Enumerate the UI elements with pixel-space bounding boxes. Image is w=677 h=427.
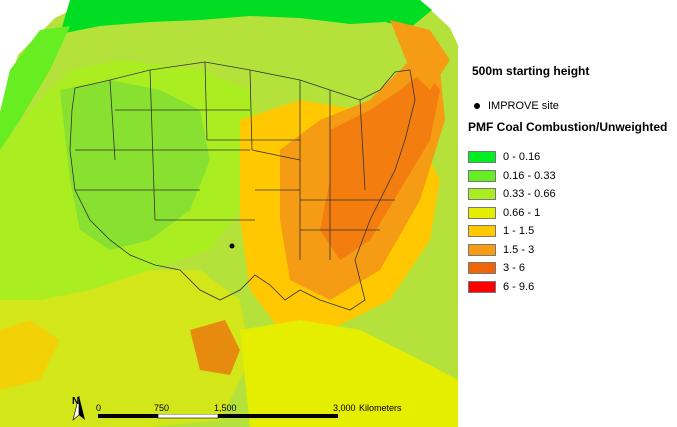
- legend-swatch: [468, 169, 496, 182]
- region-southwest: [0, 270, 250, 427]
- legend-site-entry: IMPROVE site: [474, 100, 559, 112]
- legend-swatch: [468, 243, 496, 256]
- legend-swatch: [468, 206, 496, 219]
- legend-title: PMF Coal Combustion/Unweighted: [468, 120, 668, 134]
- legend-class: 6 - 9.6: [468, 278, 556, 297]
- region-mountain: [60, 80, 210, 250]
- site-dot-icon: [474, 103, 480, 109]
- legend-swatch: [468, 151, 496, 164]
- legend-class-label: 0.16 - 0.33: [503, 169, 556, 182]
- legend-subtitle: 500m starting height: [472, 64, 590, 78]
- legend-class: 0.66 - 1: [468, 204, 556, 223]
- region-northeast: [390, 20, 450, 90]
- scale-unit: Kilometers: [359, 403, 402, 413]
- legend-panel: 500m starting height IMPROVE site PMF Co…: [462, 0, 677, 427]
- region-gulf: [240, 320, 458, 427]
- legend-swatch: [468, 280, 496, 293]
- legend-class-label: 3 - 6: [503, 262, 526, 275]
- legend-class-label: 0.33 - 0.66: [503, 188, 556, 201]
- legend-class: 1.5 - 3: [468, 241, 556, 260]
- legend-class-label: 1.5 - 3: [503, 243, 535, 256]
- scale-tick-1500: 1,500: [214, 403, 237, 413]
- region-lowest: [60, 0, 432, 34]
- north-letter: N: [72, 396, 80, 407]
- legend-class: 1 - 1.5: [468, 222, 556, 241]
- scale-tick-0: 0: [96, 403, 102, 413]
- scale-bar: 0 750 1,500 3,000 Kilometers: [96, 403, 402, 423]
- legend-class-label: 6 - 9.6: [503, 280, 535, 293]
- scale-bar-graphic: [98, 414, 338, 419]
- legend-class: 0.16 - 0.33: [468, 167, 556, 186]
- legend-class-label: 1 - 1.5: [503, 225, 535, 238]
- legend-class-label: 0.66 - 1: [503, 206, 541, 219]
- legend-class: 0.33 - 0.66: [468, 185, 556, 204]
- legend-class-label: 0 - 0.16: [503, 151, 541, 164]
- region-texas-hotspot: [190, 320, 240, 375]
- scale-tick-750: 750: [154, 403, 170, 413]
- legend-classes: 0 - 0.16 0.16 - 0.33 0.33 - 0.66 0.66 - …: [468, 148, 556, 296]
- region-pacific-patch: [0, 320, 60, 390]
- region-low-west: [0, 26, 70, 150]
- north-arrow-icon: [72, 395, 85, 421]
- scale-tick-3000: 3,000: [333, 403, 356, 413]
- map-canvas: [0, 0, 458, 427]
- legend-class: 0 - 0.16: [468, 148, 556, 167]
- legend-swatch: [468, 188, 496, 201]
- legend-swatch: [468, 225, 496, 238]
- north-arrow: N: [72, 395, 86, 422]
- legend-swatch: [468, 262, 496, 275]
- state-boundaries: [69, 61, 416, 311]
- legend-class: 3 - 6: [468, 259, 556, 278]
- legend-site-label: IMPROVE site: [488, 100, 559, 112]
- region-highest: [320, 70, 440, 260]
- map-panel: [0, 0, 458, 427]
- improve-site-marker: [229, 243, 235, 249]
